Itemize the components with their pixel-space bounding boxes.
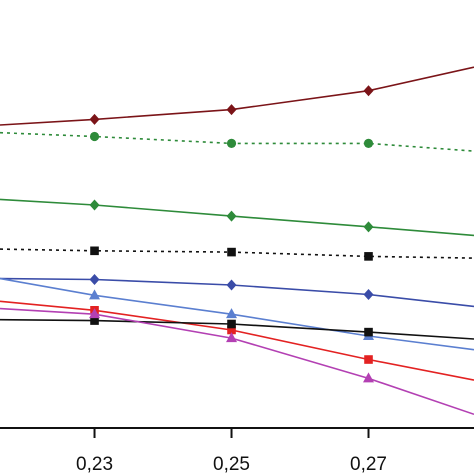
series-3-line (0, 198, 474, 237)
series-7-point-3 (227, 325, 236, 335)
series-5-point-2 (89, 273, 100, 285)
series-2 (0, 131, 474, 152)
series-3-point-2 (89, 199, 100, 211)
series-9-point-3 (226, 332, 238, 343)
series-5-line (0, 277, 474, 308)
series-3 (0, 198, 474, 237)
series-3-point-4 (363, 221, 374, 233)
series-1-point-2 (89, 113, 100, 125)
series-4-point-2 (90, 246, 99, 256)
series-2-point-4 (363, 138, 374, 148)
series-7-point-4 (364, 355, 373, 364)
x-tick-label-2: 0,23 (76, 454, 113, 474)
series-2-point-2 (89, 131, 100, 142)
series-4-line (0, 248, 474, 259)
series-5 (0, 273, 474, 308)
series-9-point-4 (363, 372, 375, 383)
series-1-point-3 (226, 104, 237, 116)
series-6-point-3 (226, 308, 238, 319)
series-8 (0, 316, 474, 340)
series-2-point-3 (226, 138, 237, 148)
series-9-point-2 (89, 308, 101, 319)
series-8-point-2 (90, 316, 99, 325)
series-8-point-4 (364, 327, 373, 337)
series-4 (0, 246, 474, 261)
x-tick-label-4: 0,27 (350, 454, 387, 474)
series-1 (0, 66, 474, 126)
series-8-line (0, 318, 474, 340)
series-8-point-3 (227, 319, 236, 329)
series-4-point-4 (364, 252, 373, 261)
series-1-point-4 (363, 85, 374, 97)
x-axis: 0,210,230,250,270,29 (76, 428, 387, 474)
series-5-point-3 (226, 279, 237, 291)
series-1-line (0, 66, 474, 126)
series-5-point-4 (363, 288, 374, 300)
series-layer (0, 66, 474, 416)
series-3-point-3 (226, 210, 237, 222)
series-9 (0, 307, 474, 416)
series-2-line (0, 131, 474, 152)
x-tick-label-3: 0,25 (213, 454, 250, 474)
series-4-point-3 (227, 247, 236, 257)
series-6-point-2 (89, 289, 101, 300)
